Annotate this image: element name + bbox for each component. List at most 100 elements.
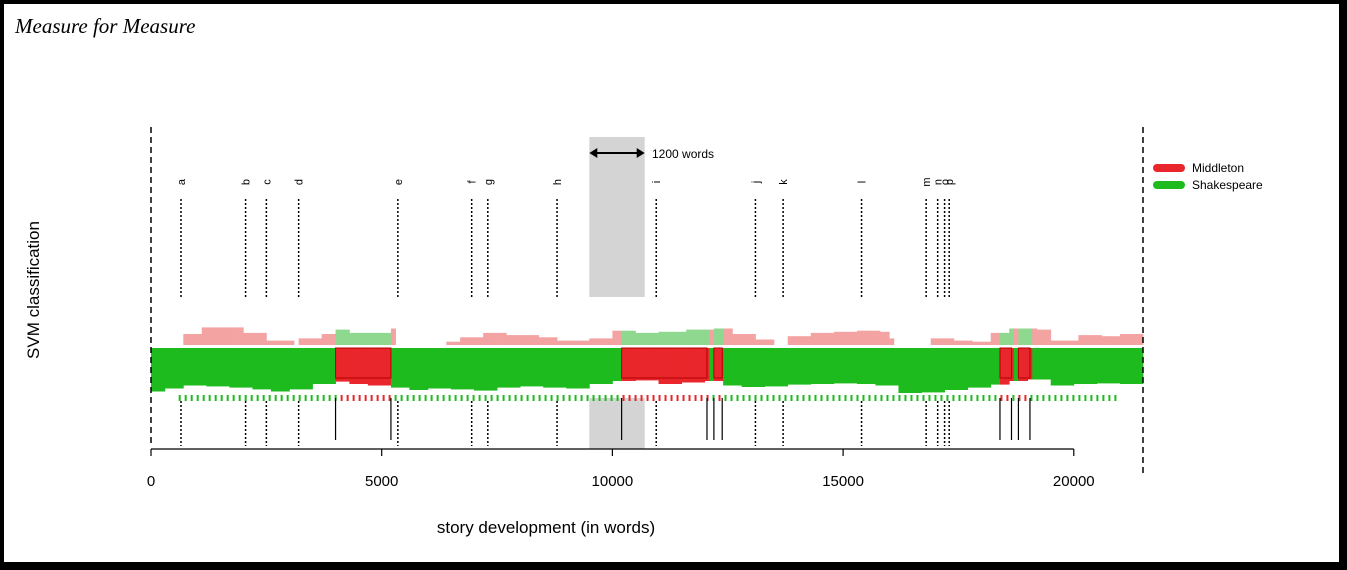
classification-tick (574, 395, 577, 401)
main-area-bar (427, 348, 433, 389)
main-area-bar (1055, 348, 1061, 386)
classification-tick (736, 395, 739, 401)
classification-tick (580, 395, 583, 401)
main-area-bar (833, 348, 839, 384)
main-area-bar (723, 348, 729, 386)
top-area-bar (806, 336, 812, 345)
middleton-segment-outline (1017, 347, 1031, 379)
top-area-bar (833, 331, 839, 345)
main-area-bar (1018, 348, 1024, 381)
main-area-bar (275, 348, 281, 392)
main-area-bar (492, 348, 498, 391)
top-area-bar (672, 331, 678, 345)
window-arrow-left-head (589, 148, 598, 158)
classification-tick (370, 395, 373, 401)
top-area-bar (856, 330, 862, 345)
classification-tick (820, 395, 823, 401)
main-area-bar (169, 348, 175, 389)
main-area-bar (949, 348, 955, 390)
main-area-bar (741, 348, 747, 387)
main-area-bar (810, 348, 816, 384)
top-area-bar (183, 334, 189, 345)
main-area-bar (617, 348, 623, 381)
legend-label-shakespeare: Shakespeare (1192, 178, 1263, 192)
classification-tick (916, 395, 919, 401)
classification-tick (298, 395, 301, 401)
main-area-bar (1106, 348, 1112, 384)
classification-tick (478, 395, 481, 401)
classification-tick (958, 395, 961, 401)
classification-tick (868, 395, 871, 401)
classification-tick (892, 395, 895, 401)
classification-tick (274, 395, 277, 401)
main-area-bar (796, 348, 802, 385)
main-area-bar (589, 348, 595, 384)
top-area-bar (473, 337, 479, 345)
main-area-bar (206, 348, 212, 387)
main-area-bar (395, 348, 401, 388)
main-area-bar (861, 348, 867, 384)
top-area-bar (815, 332, 821, 345)
top-area-bar (875, 330, 881, 345)
main-area-bar (658, 348, 664, 384)
classification-tick (1114, 395, 1117, 401)
classification-tick (466, 395, 469, 401)
top-area-bar (284, 340, 290, 345)
classification-tick (742, 395, 745, 401)
main-area-bar (663, 348, 669, 384)
classification-tick (184, 395, 187, 401)
main-area-bar (289, 348, 295, 390)
main-area-bar (1013, 348, 1019, 381)
classification-tick (784, 395, 787, 401)
top-area-bar (741, 334, 747, 345)
classification-tick (502, 395, 505, 401)
classification-tick (202, 395, 205, 401)
classification-tick (1006, 395, 1009, 401)
main-area-bar (257, 348, 263, 390)
top-area-bar (529, 335, 535, 345)
main-area-bar (635, 348, 641, 381)
classification-tick (262, 395, 265, 401)
classification-tick (718, 395, 721, 401)
main-area-bar (981, 348, 987, 388)
main-area-bar (473, 348, 479, 391)
classification-tick (862, 395, 865, 401)
main-area-bar (266, 348, 272, 390)
top-area-bar (930, 338, 936, 345)
top-area-bar (381, 332, 387, 345)
main-area-bar (916, 348, 922, 393)
legend-swatch-middleton (1153, 164, 1185, 172)
main-area-bar (469, 348, 475, 390)
main-area-bar (843, 348, 849, 384)
top-area-bar (612, 330, 618, 345)
main-area-bar (455, 348, 461, 390)
classification-tick (424, 395, 427, 401)
main-area-bar (870, 348, 876, 384)
middleton-segment-outline (621, 347, 708, 379)
classification-tick (802, 395, 805, 401)
main-area-bar (543, 348, 549, 388)
classification-tick (562, 395, 565, 401)
top-area-bar (1087, 335, 1093, 345)
main-area-bar (1059, 348, 1065, 386)
main-area-bar (884, 348, 890, 386)
top-area-bar (1106, 336, 1112, 345)
main-area-bar (1004, 348, 1010, 385)
classification-tick (340, 395, 343, 401)
classification-tick (1084, 395, 1087, 401)
classification-tick (292, 395, 295, 401)
main-area-bar (972, 348, 978, 388)
top-area-bar (1115, 336, 1121, 345)
main-area-bar (155, 348, 161, 392)
top-area-bar (976, 341, 982, 345)
main-area-bar (464, 348, 470, 390)
classification-tick (832, 395, 835, 401)
main-area-bar (298, 348, 304, 390)
main-area-bar (460, 348, 466, 390)
main-area-bar (1083, 348, 1089, 384)
top-area-bar (939, 338, 945, 345)
classification-tick (532, 395, 535, 401)
classification-tick (328, 395, 331, 401)
top-area-bar (229, 327, 235, 345)
top-area-bar (958, 340, 964, 345)
